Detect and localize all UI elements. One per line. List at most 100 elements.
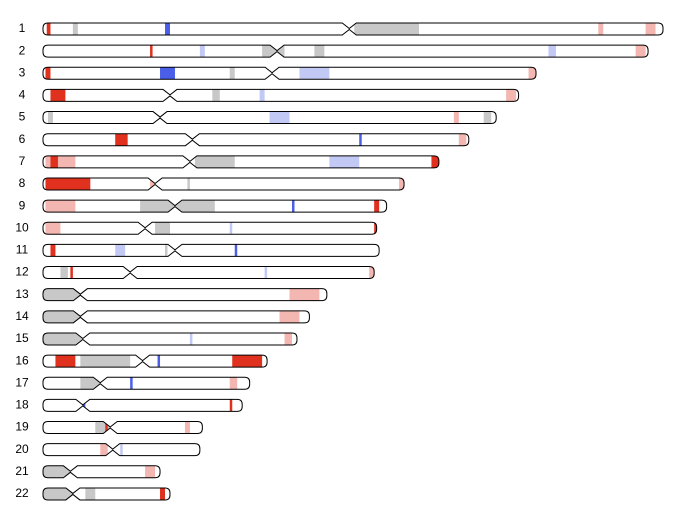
- chromosome-outline: [42, 266, 375, 280]
- band: [60, 266, 68, 279]
- chromosome-label: 18: [15, 398, 29, 412]
- chromosome-outline: [42, 398, 243, 412]
- chromosome-label: 19: [15, 420, 29, 434]
- band: [359, 133, 362, 146]
- chromosome-label: 17: [15, 375, 29, 389]
- chromosome-outline: [42, 177, 405, 191]
- band: [43, 487, 73, 500]
- band: [43, 310, 81, 323]
- band: [43, 332, 83, 345]
- band: [82, 399, 86, 412]
- band: [46, 23, 51, 35]
- band: [70, 266, 73, 279]
- band: [234, 244, 238, 257]
- band: [399, 177, 405, 190]
- band: [45, 200, 76, 213]
- band: [279, 310, 300, 323]
- band: [232, 355, 263, 368]
- band: [354, 23, 419, 35]
- band: [187, 177, 190, 190]
- chromosome-bands: [43, 332, 292, 345]
- band: [431, 155, 439, 168]
- chromosome-label: 1: [19, 21, 26, 35]
- chromosome-outline: [42, 288, 328, 302]
- chromosome-bands: [43, 465, 156, 478]
- band: [45, 67, 51, 80]
- chromosome-bands: [45, 200, 380, 213]
- band: [229, 67, 235, 80]
- band: [100, 443, 108, 456]
- band: [289, 288, 320, 301]
- chromosome-label: 15: [15, 331, 29, 345]
- band: [72, 23, 78, 35]
- chromosome-outline: [42, 243, 380, 257]
- chromosome-outline: [42, 111, 497, 125]
- chromosome-bands: [45, 155, 439, 168]
- band: [140, 200, 215, 213]
- chromosome-bands: [95, 421, 190, 434]
- chromosome-label: 13: [15, 287, 29, 301]
- band: [50, 244, 56, 257]
- chromosome-label: 14: [15, 309, 29, 323]
- chromosome-bands: [50, 244, 238, 257]
- band: [189, 332, 193, 345]
- chromosome-label: 11: [16, 243, 29, 257]
- band: [150, 45, 153, 58]
- band: [374, 222, 377, 235]
- band: [155, 222, 170, 235]
- chromosome-outline: [42, 88, 520, 102]
- band: [165, 244, 168, 257]
- band: [369, 266, 375, 279]
- chromosome-outline: [42, 22, 664, 36]
- band: [45, 222, 61, 235]
- band: [506, 89, 517, 102]
- band: [55, 355, 76, 368]
- band: [329, 155, 360, 168]
- chromosome-label: 4: [19, 88, 26, 102]
- band: [453, 111, 459, 124]
- band: [45, 177, 91, 190]
- band: [80, 377, 101, 390]
- chromosome-bands: [115, 133, 467, 146]
- chromosome-outline: [42, 44, 649, 58]
- chromosome-outline: [42, 221, 378, 235]
- band: [115, 133, 128, 146]
- band: [199, 45, 205, 58]
- chromosome-label: 20: [15, 442, 29, 456]
- band: [299, 67, 330, 80]
- band: [130, 377, 133, 390]
- band: [229, 377, 238, 390]
- chromosome-bands: [43, 310, 300, 323]
- band: [269, 111, 290, 124]
- band: [47, 111, 53, 124]
- band: [458, 133, 467, 146]
- band: [314, 45, 325, 58]
- band: [160, 67, 175, 80]
- band: [160, 487, 166, 500]
- chromosome-label: 3: [19, 65, 26, 79]
- band: [229, 222, 233, 235]
- chromosome-outline: [42, 133, 470, 147]
- chromosome-outline: [42, 487, 171, 501]
- chromosome-bands: [45, 67, 537, 80]
- chromosome-bands: [47, 111, 492, 124]
- band: [598, 23, 604, 35]
- chromosome-label: 10: [15, 220, 29, 234]
- band: [284, 332, 292, 345]
- chromosome-label: 21: [15, 464, 29, 478]
- chromosome-outline: [42, 310, 310, 324]
- band: [95, 421, 111, 434]
- band: [80, 355, 131, 368]
- chromosome-outline: [42, 66, 537, 80]
- chromosome-bands: [55, 355, 263, 368]
- chromosome-label: 2: [19, 43, 26, 57]
- band: [105, 421, 108, 434]
- chromosome-bands: [45, 222, 377, 235]
- chromosome-outline: [42, 421, 203, 435]
- band: [645, 23, 656, 35]
- band: [374, 200, 380, 213]
- chromosome-label: 9: [19, 198, 26, 212]
- chromosome-bands: [150, 45, 646, 58]
- chromosome-bands: [80, 377, 238, 390]
